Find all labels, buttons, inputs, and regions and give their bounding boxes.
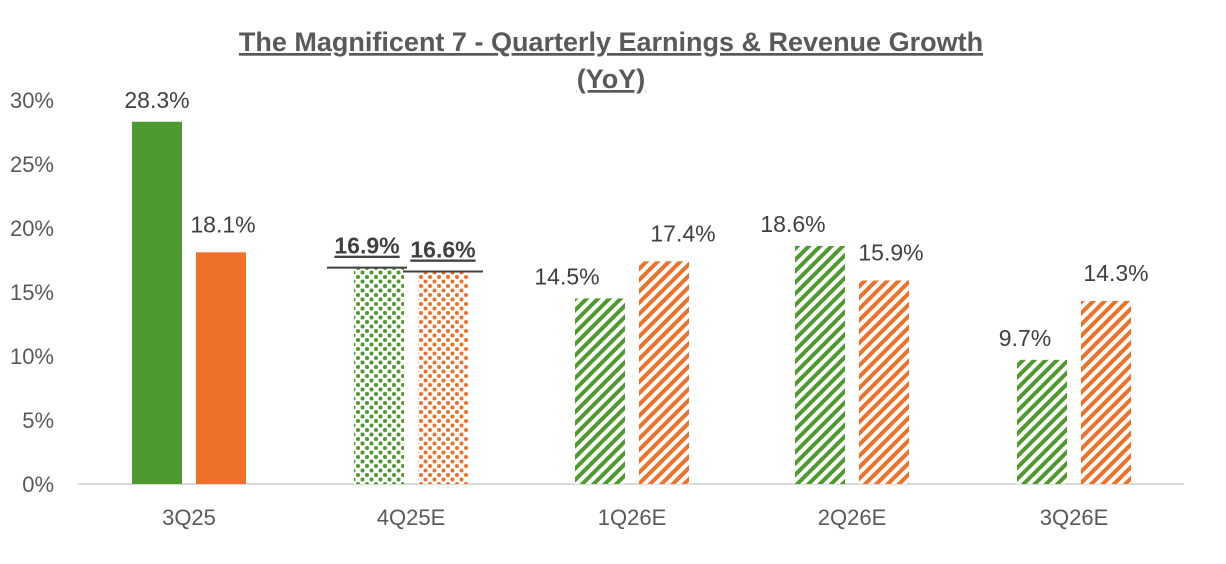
revenue-bar-1q26e <box>639 261 689 484</box>
revenue-label-1q26e: 17.4% <box>650 220 715 246</box>
x-tick-label: 2Q26E <box>818 505 887 530</box>
revenue-bar-4q25e <box>418 271 468 484</box>
x-tick-label: 3Q26E <box>1040 505 1109 530</box>
x-tick-label: 1Q26E <box>598 505 667 530</box>
earnings-bar-3q25 <box>132 121 182 484</box>
earnings-label-4q25e: 16.9% <box>334 233 399 259</box>
earnings-label-3q25: 28.3% <box>124 87 189 113</box>
earnings-bar-3q26e <box>1017 359 1067 484</box>
revenue-bar-2q26e <box>859 280 909 484</box>
earnings-label-2q26e: 18.6% <box>760 211 825 237</box>
y-tick-label: 0% <box>22 472 54 497</box>
y-tick-label: 10% <box>10 344 54 369</box>
earnings-bar-1q26e <box>575 298 625 484</box>
x-tick-label: 4Q25E <box>377 505 446 530</box>
chart-title-line1: The Magnificent 7 - Quarterly Earnings &… <box>239 27 983 57</box>
bars <box>132 121 1131 484</box>
revenue-label-3q25: 18.1% <box>190 211 255 237</box>
data-labels: 28.3% 18.1% 16.9% 16.6% 14.5% 17.4% 18.6% 15.9%… <box>124 87 1148 351</box>
revenue-label-3q26e: 14.3% <box>1083 260 1148 286</box>
chart-title-line2: (YoY) <box>577 64 646 94</box>
revenue-bar-3q26e <box>1081 300 1131 484</box>
revenue-label-2q26e: 15.9% <box>858 239 923 265</box>
earnings-bar-4q25e <box>354 267 404 484</box>
x-axis: 3Q25 4Q25E 1Q26E 2Q26E 3Q26E <box>162 505 1108 530</box>
y-tick-label: 20% <box>10 216 54 241</box>
earnings-bar-2q26e <box>795 245 845 484</box>
y-tick-label: 30% <box>10 88 54 113</box>
y-tick-label: 25% <box>10 152 54 177</box>
revenue-bar-3q25 <box>196 252 246 484</box>
earnings-label-1q26e: 14.5% <box>534 263 599 289</box>
y-axis: 0% 5% 10% 15% 20% 25% 30% <box>10 88 54 497</box>
y-tick-label: 15% <box>10 280 54 305</box>
x-tick-label: 3Q25 <box>162 505 216 530</box>
revenue-label-4q25e: 16.6% <box>410 237 475 263</box>
earnings-label-3q26e: 9.7% <box>999 325 1051 351</box>
y-tick-label: 5% <box>22 408 54 433</box>
